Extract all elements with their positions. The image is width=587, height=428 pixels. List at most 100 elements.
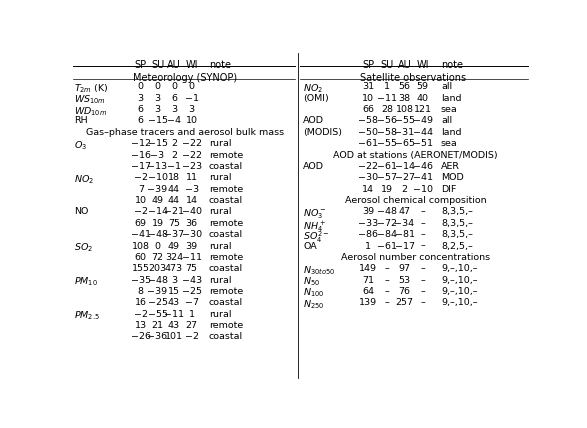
Text: −30: −30: [358, 173, 378, 182]
Text: (MODIS): (MODIS): [303, 128, 342, 137]
Text: 2: 2: [171, 139, 177, 148]
Text: SP: SP: [134, 59, 147, 70]
Text: –: –: [420, 264, 425, 273]
Text: −40: −40: [181, 208, 202, 217]
Text: 8,3,5,–: 8,3,5,–: [441, 230, 473, 239]
Text: Aerosol chemical composition: Aerosol chemical composition: [345, 196, 487, 205]
Text: −48: −48: [377, 208, 397, 217]
Text: −23: −23: [181, 162, 202, 171]
Text: 8,2,5,–: 8,2,5,–: [441, 241, 473, 250]
Text: −86: −86: [358, 230, 378, 239]
Text: 97: 97: [399, 264, 410, 273]
Text: 3: 3: [137, 94, 144, 103]
Text: $NO_2$: $NO_2$: [75, 173, 95, 186]
Text: Meteorology (SYNOP): Meteorology (SYNOP): [133, 73, 238, 83]
Text: 3: 3: [171, 276, 177, 285]
Text: 64: 64: [362, 287, 374, 296]
Text: −14: −14: [147, 208, 167, 217]
Text: 8,3,5,–: 8,3,5,–: [441, 208, 473, 217]
Text: $N_{50}$: $N_{50}$: [303, 276, 320, 288]
Text: −61: −61: [377, 162, 397, 171]
Text: −22: −22: [181, 139, 202, 148]
Text: 155: 155: [131, 264, 150, 273]
Text: 473: 473: [165, 264, 183, 273]
Text: −57: −57: [377, 173, 397, 182]
Text: 71: 71: [362, 276, 374, 285]
Text: Gas–phase tracers and aerosol bulk mass: Gas–phase tracers and aerosol bulk mass: [86, 128, 284, 137]
Text: 76: 76: [399, 287, 410, 296]
Text: −16: −16: [131, 151, 151, 160]
Text: −49: −49: [413, 116, 433, 125]
Text: −55: −55: [394, 116, 414, 125]
Text: 0: 0: [188, 82, 195, 91]
Text: 108: 108: [131, 241, 150, 250]
Text: 8,3,5,–: 8,3,5,–: [441, 219, 473, 228]
Text: $SO_4^{2-}$: $SO_4^{2-}$: [303, 230, 330, 245]
Text: 27: 27: [185, 321, 198, 330]
Text: 1: 1: [365, 241, 371, 250]
Text: –: –: [385, 287, 390, 296]
Text: −41: −41: [413, 173, 433, 182]
Text: remote: remote: [209, 321, 243, 330]
Text: −13: −13: [147, 162, 168, 171]
Text: 43: 43: [168, 321, 180, 330]
Text: 21: 21: [151, 321, 164, 330]
Text: rural: rural: [209, 276, 231, 285]
Text: –: –: [420, 241, 425, 250]
Text: $PM_{2.5}$: $PM_{2.5}$: [75, 310, 100, 322]
Text: 19: 19: [151, 219, 164, 228]
Text: 9,–,10,–: 9,–,10,–: [441, 276, 477, 285]
Text: −56: −56: [377, 116, 397, 125]
Text: DIF: DIF: [441, 184, 456, 193]
Text: 49: 49: [151, 196, 164, 205]
Text: −2: −2: [185, 333, 198, 342]
Text: AER: AER: [441, 162, 460, 171]
Text: 16: 16: [134, 298, 147, 307]
Text: 49: 49: [168, 241, 180, 250]
Text: 36: 36: [185, 219, 198, 228]
Text: 28: 28: [382, 105, 393, 114]
Text: WI: WI: [417, 59, 429, 70]
Text: −7: −7: [185, 298, 198, 307]
Text: coastal: coastal: [209, 230, 243, 239]
Text: sea: sea: [441, 139, 458, 148]
Text: −51: −51: [413, 139, 433, 148]
Text: –: –: [385, 264, 390, 273]
Text: 1: 1: [384, 82, 390, 91]
Text: 9,–,10,–: 9,–,10,–: [441, 264, 477, 273]
Text: 59: 59: [417, 82, 429, 91]
Text: 53: 53: [399, 276, 411, 285]
Text: 0: 0: [154, 82, 160, 91]
Text: −44: −44: [413, 128, 433, 137]
Text: sea: sea: [441, 105, 458, 114]
Text: 69: 69: [134, 219, 147, 228]
Text: −3: −3: [184, 184, 199, 193]
Text: 40: 40: [417, 94, 429, 103]
Text: −81: −81: [394, 230, 414, 239]
Text: 39: 39: [362, 208, 375, 217]
Text: AU: AU: [167, 59, 181, 70]
Text: 3: 3: [154, 105, 161, 114]
Text: –: –: [420, 208, 425, 217]
Text: 56: 56: [399, 82, 410, 91]
Text: −15: −15: [147, 116, 167, 125]
Text: −25: −25: [181, 287, 202, 296]
Text: 257: 257: [396, 298, 414, 307]
Text: 14: 14: [185, 196, 198, 205]
Text: 0: 0: [154, 241, 160, 250]
Text: 9,–,10,–: 9,–,10,–: [441, 287, 477, 296]
Text: AOD: AOD: [303, 162, 324, 171]
Text: −25: −25: [147, 298, 167, 307]
Text: −17: −17: [394, 241, 414, 250]
Text: −37: −37: [164, 230, 184, 239]
Text: NO: NO: [75, 208, 89, 217]
Text: rural: rural: [209, 310, 231, 319]
Text: SU: SU: [380, 59, 394, 70]
Text: SP: SP: [362, 59, 375, 70]
Text: $NH_4^+$: $NH_4^+$: [303, 219, 326, 234]
Text: −26: −26: [131, 333, 151, 342]
Text: $WD_{10m}$: $WD_{10m}$: [75, 105, 107, 118]
Text: 139: 139: [359, 298, 377, 307]
Text: −3: −3: [150, 151, 164, 160]
Text: WI: WI: [185, 59, 198, 70]
